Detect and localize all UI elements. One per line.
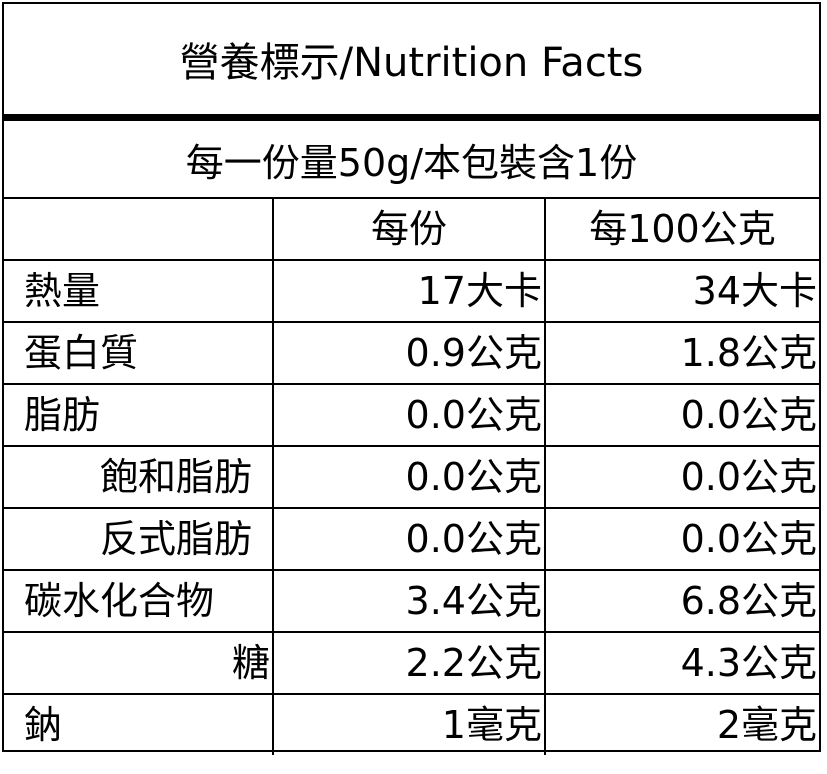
nutrition-label: 營養標示/Nutrition Facts 每一份量50g/本包裝含1份 每份 每… bbox=[2, 2, 821, 755]
value-per-serving: 0.0公克 bbox=[271, 383, 546, 447]
table-row-protein: 蛋白質 0.9公克 1.8公克 bbox=[4, 321, 819, 385]
value-per-100g: 34大卡 bbox=[543, 259, 819, 323]
nutrition-table: 每份 每100公克 熱量 17大卡 34大卡 蛋白質 0.9公克 1.8公克 脂… bbox=[4, 197, 819, 755]
serving-size: 每一份量50g/本包裝含1份 bbox=[185, 140, 638, 185]
value-per-100g: 2毫克 bbox=[543, 693, 819, 755]
nutrient-name: 飽和脂肪 bbox=[4, 445, 274, 509]
value-per-serving: 0.0公克 bbox=[271, 507, 546, 571]
header-per-100g: 每100公克 bbox=[543, 197, 819, 261]
table-row-trans-fat: 反式脂肪 0.0公克 0.0公克 bbox=[4, 507, 819, 571]
nutrient-name: 反式脂肪 bbox=[4, 507, 274, 571]
nutrient-name: 碳水化合物 bbox=[4, 569, 274, 633]
header-blank bbox=[4, 197, 274, 261]
nutrient-name: 糖 bbox=[4, 631, 274, 695]
table-row-carbohydrate: 碳水化合物 3.4公克 6.8公克 bbox=[4, 569, 819, 633]
nutrient-name: 鈉 bbox=[4, 693, 274, 755]
table-row-fat: 脂肪 0.0公克 0.0公克 bbox=[4, 383, 819, 447]
table-row-saturated-fat: 飽和脂肪 0.0公克 0.0公克 bbox=[4, 445, 819, 509]
value-per-serving: 0.9公克 bbox=[271, 321, 546, 385]
value-per-100g: 0.0公克 bbox=[543, 383, 819, 447]
value-per-100g: 0.0公克 bbox=[543, 507, 819, 571]
nutrient-name: 蛋白質 bbox=[4, 321, 274, 385]
value-per-serving: 17大卡 bbox=[271, 259, 546, 323]
value-per-100g: 4.3公克 bbox=[543, 631, 819, 695]
thick-divider bbox=[4, 114, 819, 121]
value-per-serving: 1毫克 bbox=[271, 693, 546, 755]
header-per-serving: 每份 bbox=[271, 197, 546, 261]
value-per-serving: 2.2公克 bbox=[271, 631, 546, 695]
table-row-sodium: 鈉 1毫克 2毫克 bbox=[4, 693, 819, 755]
value-per-serving: 0.0公克 bbox=[271, 445, 546, 509]
value-per-100g: 6.8公克 bbox=[543, 569, 819, 633]
table-row-calories: 熱量 17大卡 34大卡 bbox=[4, 259, 819, 323]
nutrient-name: 脂肪 bbox=[4, 383, 274, 447]
table-row-sugar: 糖 2.2公克 4.3公克 bbox=[4, 631, 819, 695]
value-per-serving: 3.4公克 bbox=[271, 569, 546, 633]
nutrient-name: 熱量 bbox=[4, 259, 274, 323]
label-title: 營養標示/Nutrition Facts bbox=[179, 40, 644, 86]
value-per-100g: 1.8公克 bbox=[543, 321, 819, 385]
value-per-100g: 0.0公克 bbox=[543, 445, 819, 509]
table-header-row: 每份 每100公克 bbox=[4, 197, 819, 261]
